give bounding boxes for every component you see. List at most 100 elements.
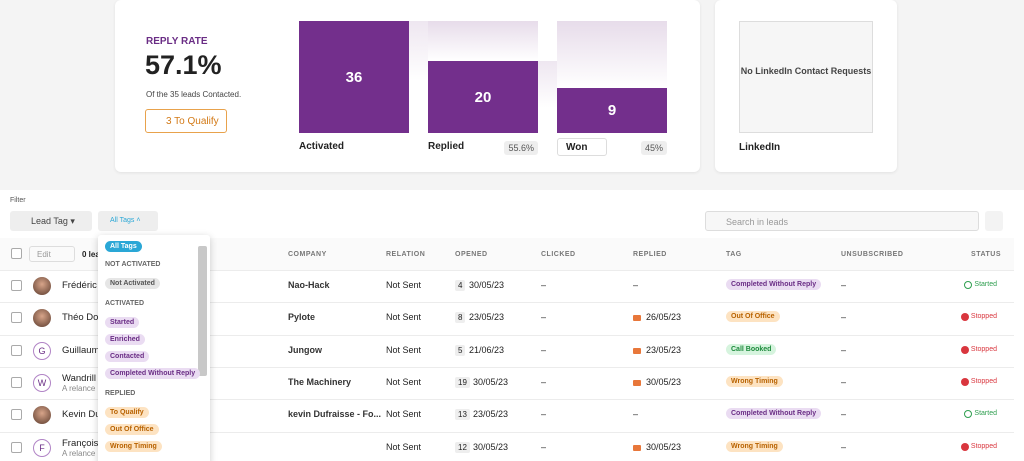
tag: Completed Without Reply — [726, 279, 822, 290]
replied: – — [633, 280, 639, 290]
funnel-ghost — [557, 21, 667, 88]
reply-rate-label: REPLY RATE — [146, 36, 208, 47]
won-select[interactable]: Won — [557, 138, 607, 156]
avatar — [33, 406, 51, 425]
tag-option[interactable]: Enriched — [105, 334, 145, 345]
row-checkbox[interactable] — [11, 409, 22, 421]
search-box[interactable]: Search in leads — [705, 211, 979, 231]
replied: 23/05/23 — [646, 344, 682, 355]
linkedin-message: No LinkedIn Contact Requests — [740, 66, 872, 76]
stats-card: REPLY RATE 57.1% Of the 35 leads Contact… — [115, 0, 700, 172]
group-title: ACTIVATED — [105, 300, 145, 307]
status-icon — [960, 442, 969, 451]
unsubscribed: – — [841, 441, 847, 452]
edit-text: Edit — [37, 250, 51, 259]
tag-option[interactable]: Not Activated — [105, 278, 160, 289]
download-button[interactable] — [985, 211, 1003, 231]
tag: Completed Without Reply — [726, 408, 822, 420]
qualify-button[interactable]: 3 To Qualify — [145, 109, 227, 133]
group-title: NOT ACTIVATED — [105, 261, 161, 268]
replied: 30/05/23 — [646, 376, 682, 387]
row-line — [0, 366, 1014, 368]
relation: Not Sent — [386, 280, 422, 290]
mail-icon — [633, 379, 641, 386]
lead-tag-text: Lead Tag — [31, 216, 68, 226]
selected-tag[interactable]: All Tags — [105, 241, 142, 252]
relation: Not Sent — [386, 312, 422, 323]
funnel-connector — [409, 21, 428, 81]
column-header: OPENED — [455, 251, 488, 258]
lead-tag-button[interactable]: Lead Tag ▾ — [10, 211, 92, 231]
mail-icon — [633, 315, 641, 322]
row-checkbox[interactable] — [11, 280, 22, 291]
status-icon — [964, 410, 973, 419]
column-header: UNSUBSCRIBED — [841, 251, 904, 258]
company: Jungow — [288, 344, 322, 355]
clicked: – — [541, 441, 547, 452]
header-checkbox[interactable] — [11, 248, 22, 259]
row-line — [0, 302, 1014, 304]
lead-name: Théo Do — [62, 312, 99, 324]
tag-option[interactable]: Started — [105, 317, 140, 328]
tag: Out Of Office — [726, 311, 780, 323]
funnel-label: Activated — [299, 141, 345, 152]
avatar: W — [33, 373, 51, 392]
unsubscribed: – — [841, 312, 847, 323]
edit-button[interactable]: Edit — [29, 246, 75, 262]
funnel-connector — [538, 61, 557, 108]
tag: Call Booked — [726, 343, 777, 355]
status-icon — [960, 345, 969, 354]
opened-date: 23/05/23 — [473, 409, 509, 420]
opened-date: 21/06/23 — [469, 344, 505, 355]
tag-option[interactable]: Out Of Office — [105, 424, 159, 435]
avatar: F — [33, 438, 51, 457]
avatar: G — [33, 341, 51, 360]
clicked: – — [541, 344, 547, 355]
opened-date: 30/05/23 — [473, 376, 509, 387]
reply-rate-subtitle: Of the 35 leads Contacted. — [146, 90, 242, 99]
tag-option[interactable]: Wrong Timing — [105, 441, 162, 452]
tag-option[interactable]: Contacted — [105, 351, 150, 362]
replied: 26/05/23 — [646, 312, 682, 323]
relation: Not Sent — [386, 441, 422, 452]
all-tags-text: All Tags — [110, 217, 135, 224]
lead-note: A relance — [62, 383, 96, 393]
group-title: REPLIED — [105, 390, 136, 397]
status-icon — [964, 281, 973, 289]
scrollbar — [198, 246, 207, 376]
lead-note: A relance — [62, 448, 96, 458]
opened-count: 5 — [455, 344, 466, 356]
clicked: – — [541, 312, 547, 323]
funnel-ghost — [428, 21, 538, 61]
unsubscribed: – — [841, 376, 847, 387]
opened-date: 23/05/23 — [469, 312, 505, 323]
qualify-button-text: 3 To Qualify — [166, 116, 219, 127]
replied: 30/05/23 — [646, 441, 682, 452]
row-checkbox[interactable] — [11, 441, 22, 453]
mail-icon — [633, 347, 641, 354]
row-checkbox[interactable] — [11, 376, 22, 388]
tag-option[interactable]: To Qualify — [105, 407, 149, 418]
relation: Not Sent — [386, 409, 422, 420]
status: Stopped — [960, 442, 997, 451]
row-checkbox[interactable] — [11, 312, 22, 324]
opened-date: 30/05/23 — [473, 441, 509, 452]
opened-count: 19 — [455, 376, 470, 388]
unsubscribed: – — [841, 280, 847, 290]
row-line — [0, 334, 1014, 336]
status-text: Started — [974, 410, 997, 418]
tag-option[interactable]: Completed Without Reply — [105, 368, 201, 379]
status-text: Stopped — [970, 377, 997, 385]
avatar — [33, 277, 51, 295]
all-tags-button[interactable]: All Tags ˄ — [98, 211, 158, 231]
avatar — [33, 309, 51, 328]
status-icon — [960, 313, 969, 322]
column-header: STATUS — [971, 251, 1001, 258]
row-line — [0, 270, 1014, 271]
row-line — [0, 431, 1014, 433]
column-header: REPLIED — [633, 251, 667, 258]
lead-name: Guillaum — [62, 344, 100, 356]
row-checkbox[interactable] — [11, 344, 22, 356]
status-text: Started — [974, 281, 997, 288]
